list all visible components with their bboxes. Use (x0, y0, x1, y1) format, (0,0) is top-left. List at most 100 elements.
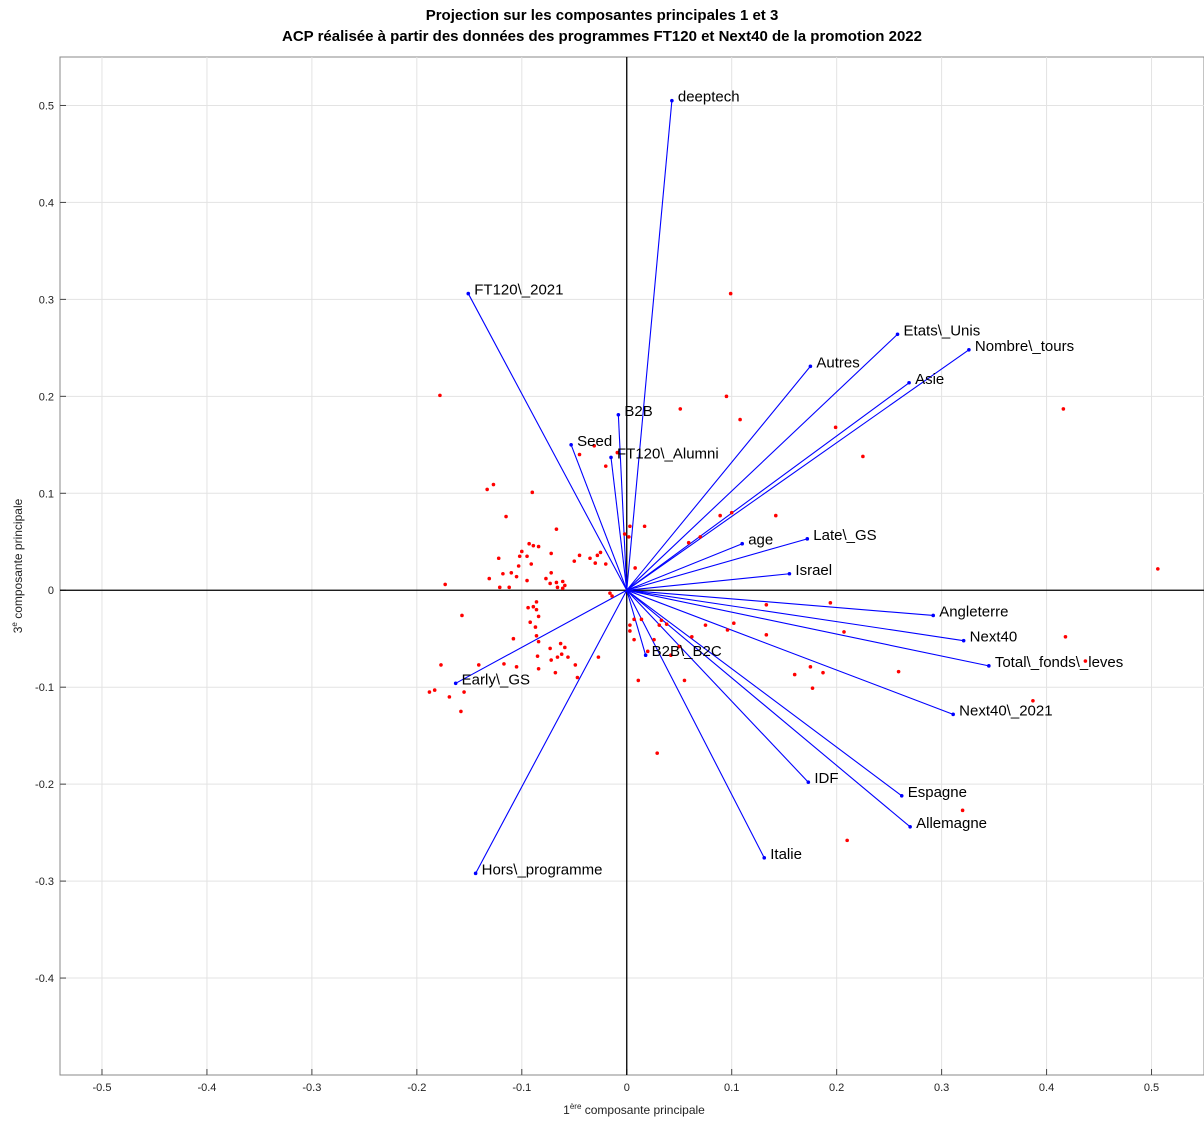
vector-endpoint (762, 856, 767, 860)
data-point (833, 425, 838, 430)
data-point (598, 550, 603, 555)
vector-label: Late\_GS (813, 527, 876, 544)
data-point (519, 549, 524, 554)
x-tick-label: 0.2 (829, 1082, 844, 1094)
chart-title: Projection sur les composantes principal… (425, 7, 779, 24)
vector-label: Seed (577, 433, 612, 450)
vector-line (626, 589, 903, 797)
data-point (427, 690, 432, 694)
data-point (652, 637, 656, 642)
vector-endpoint (453, 681, 458, 686)
data-point (563, 645, 567, 650)
data-point (728, 291, 733, 296)
y-tick-label: 0.1 (39, 488, 54, 500)
data-point (718, 513, 722, 518)
data-point (509, 570, 514, 575)
data-point (738, 417, 742, 422)
data-point (529, 562, 534, 566)
data-point (514, 665, 519, 669)
data-point (627, 535, 631, 539)
y-tick-label: 0.3 (39, 294, 54, 306)
data-point (536, 666, 541, 671)
vector-label: Total\_fonds\_leves (995, 654, 1123, 671)
data-point (633, 566, 637, 570)
data-point (491, 482, 496, 487)
data-point (592, 443, 597, 448)
vector-label: Next40\_2021 (959, 702, 1052, 719)
data-point (517, 554, 522, 559)
data-point (560, 586, 565, 591)
data-point (593, 561, 598, 565)
data-point (531, 604, 536, 609)
data-point (725, 628, 730, 632)
vector-endpoint (569, 443, 573, 447)
vector-line (626, 589, 964, 642)
data-point (608, 591, 612, 595)
data-point (439, 663, 443, 667)
data-point (1031, 698, 1035, 703)
data-point (677, 644, 682, 649)
data-point (655, 751, 659, 755)
vector-endpoint (895, 332, 900, 337)
data-point (698, 535, 703, 539)
y-tick-label: 0.5 (39, 100, 54, 112)
data-point (511, 636, 516, 641)
vector-label: Allemagne (916, 815, 987, 832)
vector-line (626, 382, 910, 591)
data-point (476, 663, 481, 667)
data-point (632, 637, 636, 642)
data-point (432, 688, 437, 692)
data-point (596, 655, 601, 659)
x-tick-label: 0.3 (934, 1082, 949, 1094)
data-point (657, 623, 662, 627)
data-point (572, 559, 577, 563)
data-point (534, 600, 539, 604)
vector-line (626, 589, 765, 859)
vector-label: B2B (624, 403, 652, 420)
data-point (577, 452, 582, 457)
data-point (810, 686, 815, 690)
vector-line (626, 573, 790, 591)
data-point (554, 527, 559, 531)
vector-label: Angleterre (939, 603, 1008, 620)
y-tick-label: -0.1 (35, 682, 54, 694)
vector-label: Early\_GS (462, 671, 530, 688)
vector-label: FT120\_Alumni (617, 445, 719, 462)
y-axis-label: 3e composante principale (10, 498, 25, 633)
data-point (632, 617, 636, 622)
vector-line (626, 543, 743, 591)
data-point (530, 490, 535, 495)
x-axis-label: 1ère composante principale (563, 1102, 705, 1117)
data-point (504, 514, 508, 519)
y-tick-label: 0 (48, 585, 54, 597)
data-point (828, 601, 833, 605)
data-point (534, 634, 539, 638)
data-point (845, 838, 849, 843)
data-point (628, 623, 632, 627)
data-point (664, 622, 669, 626)
x-tick-label: 0.4 (1039, 1082, 1054, 1094)
data-point (628, 629, 632, 633)
data-point (642, 524, 647, 529)
vector-line (626, 589, 911, 828)
vector-label: Next40 (970, 629, 1018, 646)
vector-label: Espagne (908, 784, 967, 801)
data-point (764, 633, 769, 637)
data-point (682, 678, 687, 683)
vector-endpoint (473, 871, 478, 876)
vector-endpoint (899, 793, 904, 798)
data-point (575, 675, 580, 680)
vector-endpoint (740, 541, 745, 546)
vector-line (626, 590, 647, 656)
x-tick-label: 0 (624, 1082, 630, 1094)
x-tick-label: 0.1 (724, 1082, 739, 1094)
data-point (577, 553, 582, 558)
data-point (639, 617, 644, 622)
data-point (690, 634, 694, 639)
data-point (628, 524, 632, 529)
data-point (686, 540, 691, 545)
vector-endpoint (805, 537, 810, 541)
vector-line (626, 589, 934, 616)
grid-lines (59, 56, 1204, 1076)
